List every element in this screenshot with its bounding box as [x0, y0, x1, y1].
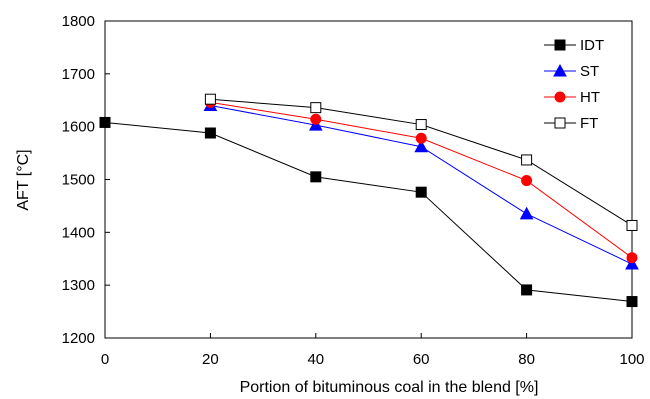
data-point-idt: [99, 116, 111, 128]
y-tick-label: 1700: [62, 66, 95, 83]
x-tick-label: 40: [307, 351, 324, 368]
legend-marker-ht: [554, 91, 566, 103]
legend-label-ht: HT: [580, 89, 600, 106]
data-point-ht: [415, 132, 427, 144]
legend-item-idt: IDT: [544, 37, 604, 54]
data-point-ht: [626, 252, 638, 264]
legend-marker-st: [553, 63, 567, 77]
series-layer: [99, 93, 639, 308]
data-point-ft: [626, 219, 638, 231]
data-point-ft: [310, 102, 322, 114]
data-point-idt: [415, 186, 427, 198]
data-point-idt: [521, 284, 533, 296]
data-point-ht: [521, 175, 533, 187]
legend: IDT ST HT FT: [544, 37, 604, 132]
y-axis-title: AFT [°C]: [15, 149, 32, 210]
data-point-idt: [204, 127, 216, 139]
y-tick-label: 1800: [62, 13, 95, 30]
data-point-ft: [415, 119, 427, 131]
x-tick-label: 80: [518, 351, 535, 368]
plot-frame: [104, 20, 633, 339]
legend-label-ft: FT: [580, 115, 598, 132]
series-ft: [204, 93, 638, 231]
data-point-ht: [310, 113, 322, 125]
legend-item-ft: FT: [544, 115, 598, 132]
data-point-idt: [626, 296, 638, 308]
legend-item-ht: HT: [544, 89, 600, 106]
legend-marker-idt: [554, 39, 566, 51]
x-tick-label: 60: [413, 351, 430, 368]
x-axis-title: Portion of bituminous coal in the blend …: [240, 379, 539, 396]
series-idt: [99, 116, 638, 308]
y-tick-label: 1300: [62, 277, 95, 294]
y-tick-label: 1500: [62, 172, 95, 189]
series-line-idt: [104, 121, 633, 303]
x-tick-label: 100: [619, 351, 644, 368]
data-point-ft: [204, 93, 216, 105]
legend-label-idt: IDT: [580, 37, 604, 54]
x-tick-label: 0: [101, 351, 109, 368]
data-point-ft: [521, 154, 533, 166]
y-tick-label: 1200: [62, 330, 95, 347]
legend-label-st: ST: [580, 63, 599, 80]
y-tick-label: 1600: [62, 119, 95, 136]
legend-marker-ft: [554, 117, 566, 129]
data-point-st: [625, 256, 639, 270]
axes: 0 20 40 60 80 100 1200 1300 1400 1500 1600 1700 1800: [62, 13, 645, 368]
data-point-idt: [310, 171, 322, 183]
data-point-st: [414, 139, 429, 153]
x-tick-label: 20: [202, 351, 219, 368]
series-line-ft: [210, 98, 633, 226]
data-point-st: [519, 206, 534, 220]
legend-item-st: ST: [544, 63, 599, 80]
y-tick-label: 1400: [62, 224, 95, 241]
